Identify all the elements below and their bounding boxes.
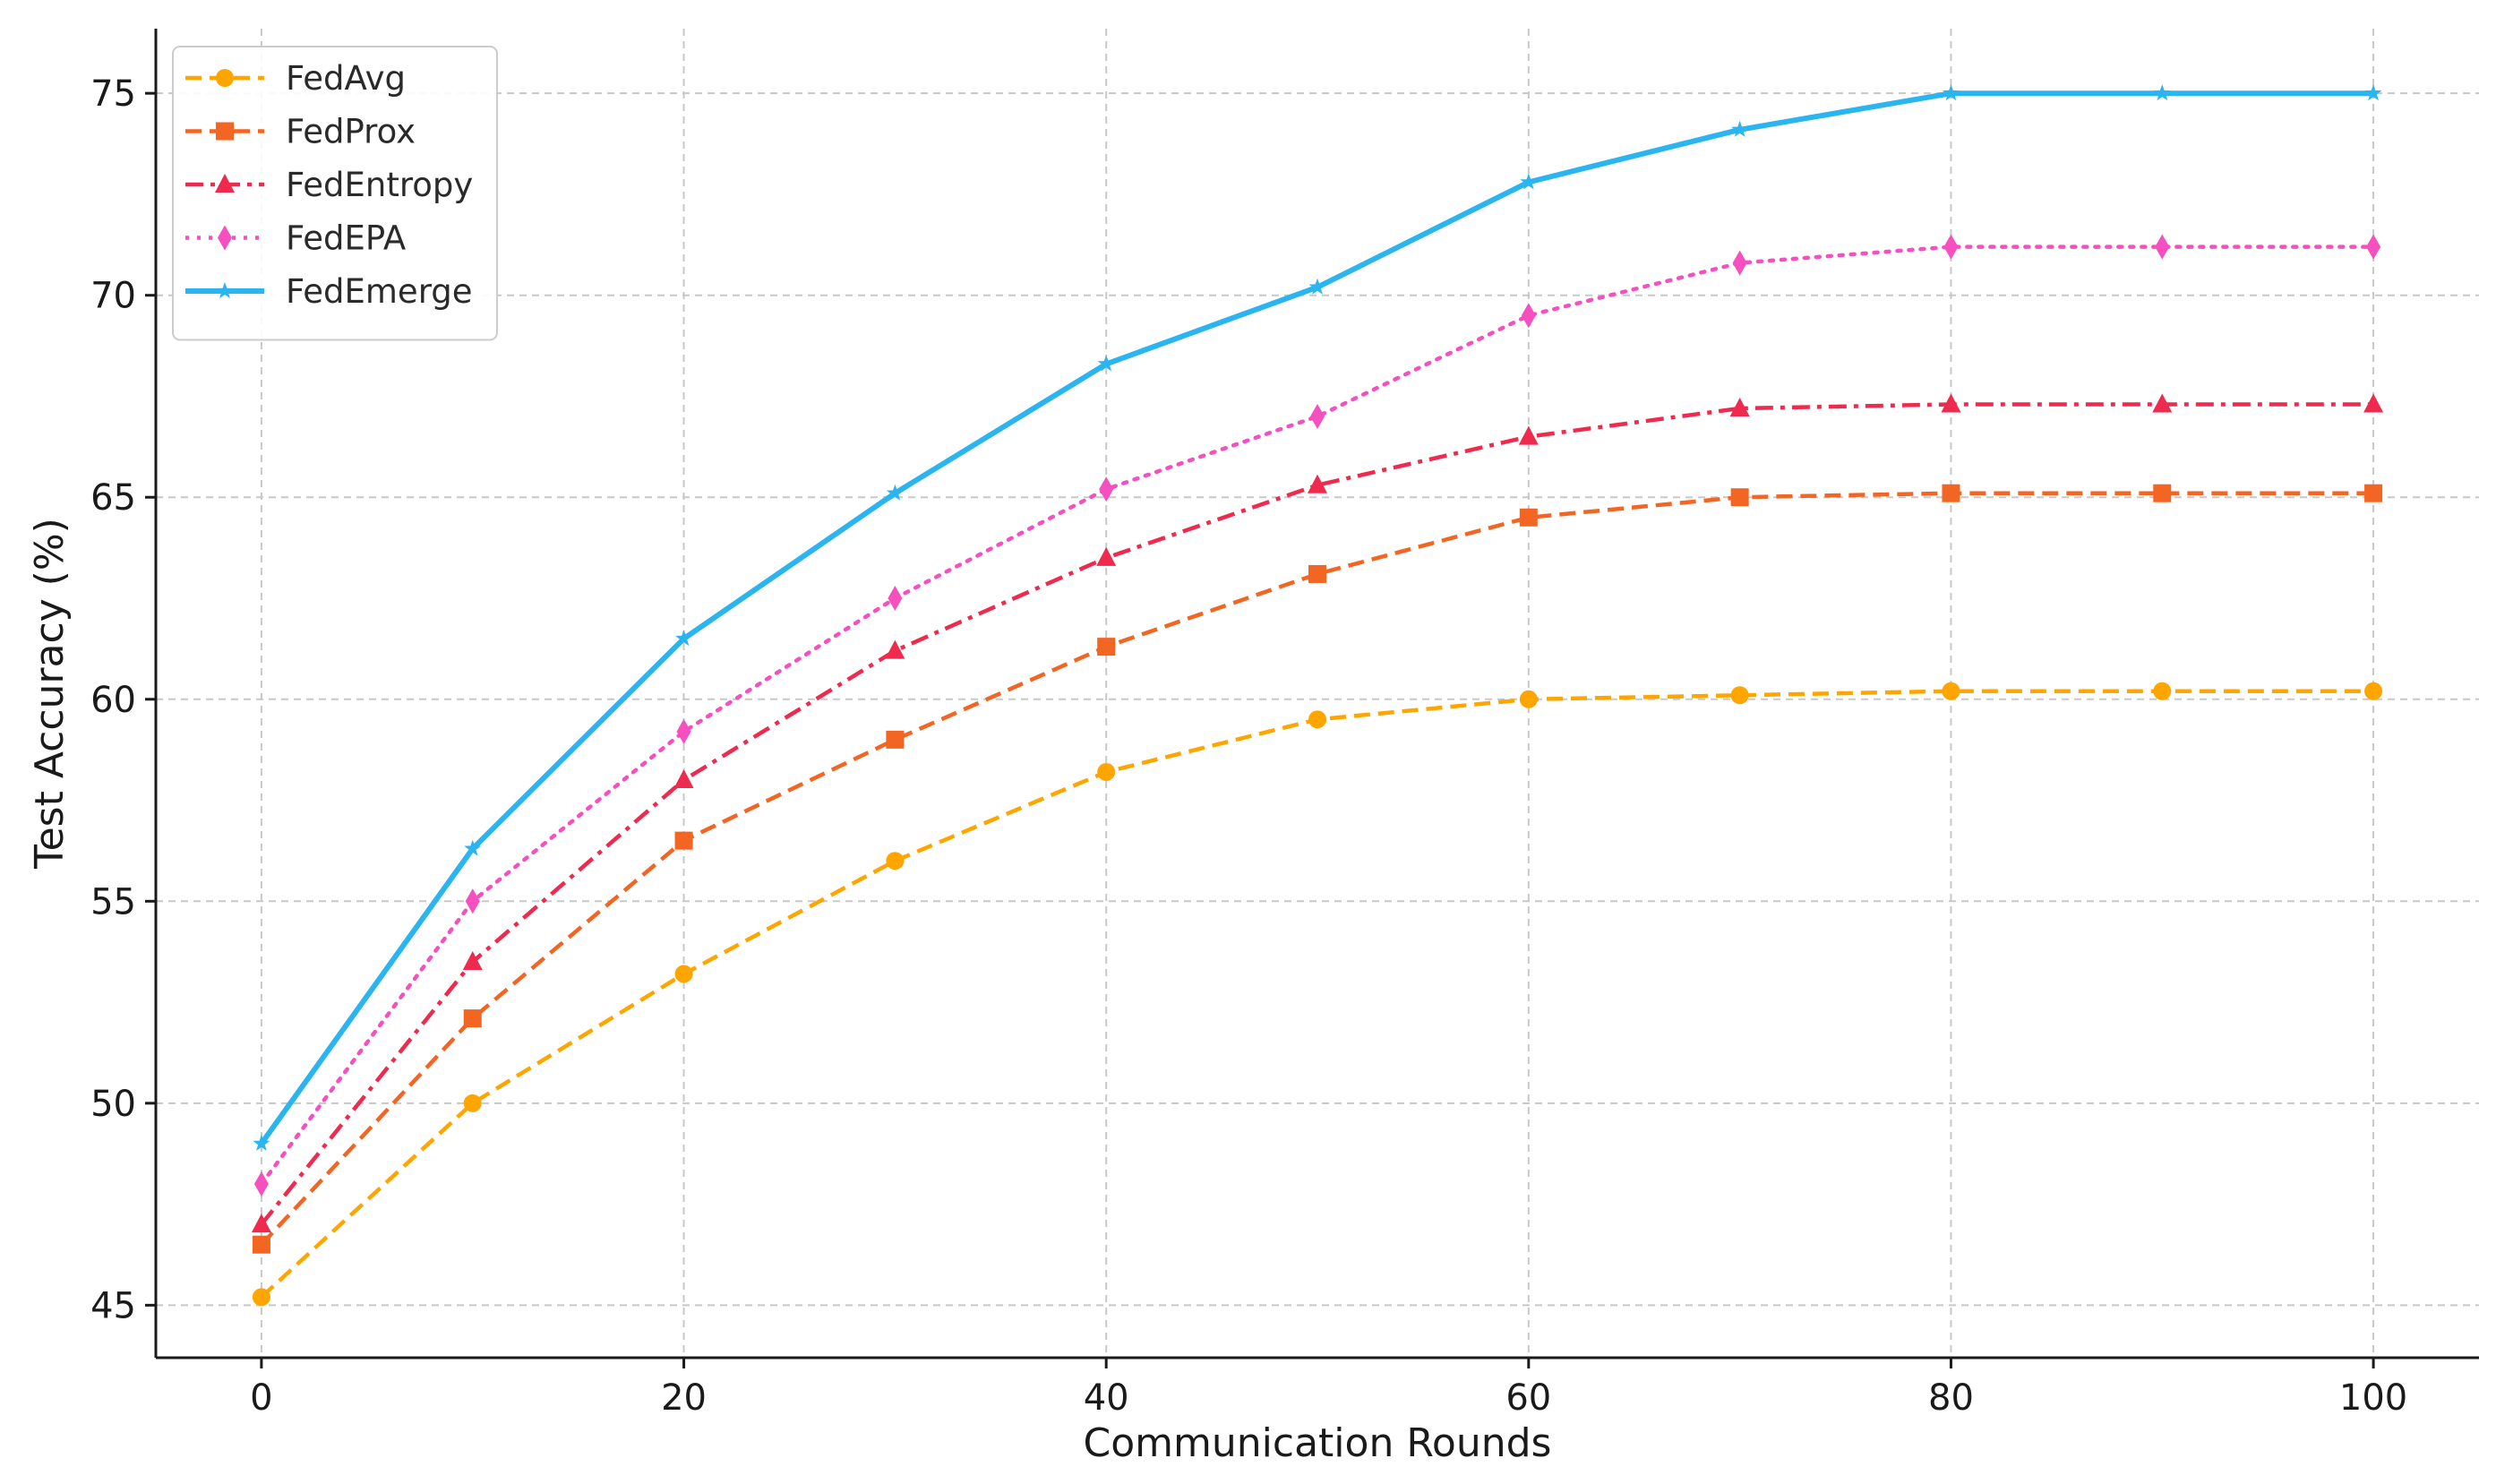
legend-marker-fedemerge	[216, 282, 234, 299]
data-point-fedprox	[2153, 484, 2172, 502]
data-point-fedemerge	[2364, 84, 2382, 101]
data-point-fedprox	[1519, 508, 1538, 527]
data-point-fedepa	[676, 718, 691, 744]
x-tick-label: 60	[1505, 1377, 1551, 1419]
data-point-fedavg	[674, 965, 693, 983]
data-point-fedemerge	[1731, 120, 1749, 137]
series-line-fedavg	[260, 689, 2374, 1299]
legend-label-fedepa: FedEPA	[286, 219, 406, 258]
y-tick-label: 70	[90, 276, 136, 317]
series-fedepa	[253, 234, 2381, 1197]
y-tick-label: 55	[90, 881, 136, 922]
y-axis-label: Test Accuracy (%)	[27, 518, 73, 870]
y-tick-label: 65	[90, 477, 136, 519]
data-point-fedepa	[2366, 234, 2381, 260]
legend-label-fedemerge: FedEmerge	[286, 272, 473, 311]
axes	[154, 29, 2479, 1360]
series-group	[251, 84, 2384, 1307]
series-line-fedentropy	[260, 402, 2374, 1226]
x-tick-label: 20	[661, 1377, 707, 1419]
data-point-fedemerge	[886, 484, 904, 501]
data-point-fedepa	[888, 586, 903, 611]
y-tick-label: 60	[90, 680, 136, 721]
series-fedemerge	[253, 84, 2382, 1151]
data-point-fedprox	[252, 1235, 270, 1254]
data-point-fedavg	[1942, 682, 1960, 700]
data-point-fedavg	[1308, 710, 1326, 729]
data-point-fedprox	[674, 831, 693, 850]
data-point-fedprox	[463, 1009, 482, 1028]
legend-marker-fedepa	[218, 225, 232, 251]
data-point-fedavg	[1097, 762, 1116, 781]
data-point-fedavg	[2364, 682, 2383, 700]
data-point-fedepa	[465, 888, 480, 914]
data-point-fedavg	[463, 1094, 482, 1112]
data-point-fedprox	[1097, 638, 1116, 656]
data-point-fedentropy	[251, 1214, 271, 1233]
legend-label-fedentropy: FedEntropy	[286, 166, 473, 204]
data-point-fedavg	[252, 1288, 270, 1307]
data-point-fedprox	[1730, 488, 1749, 507]
legend-marker-fedentropy	[215, 174, 235, 193]
data-point-fedentropy	[2363, 393, 2384, 413]
series-line-fedemerge	[259, 90, 2374, 1145]
x-tick-label: 0	[250, 1377, 272, 1419]
legend: FedAvg FedProx FedEntropy FedEPA FedEmerge	[172, 46, 498, 341]
data-point-fedemerge	[1308, 278, 1326, 295]
data-point-fedepa	[1943, 234, 1959, 260]
tick-labels: 0 20 40 60 80 100 45 50 55 60 65 70 75	[90, 73, 2407, 1419]
data-point-fedentropy	[1308, 474, 1327, 493]
data-point-fedentropy	[2152, 393, 2173, 413]
data-point-fedepa	[1732, 250, 1747, 276]
data-point-fedavg	[1519, 690, 1538, 708]
legend-label-fedavg: FedAvg	[286, 59, 406, 98]
data-point-fedavg	[886, 852, 905, 871]
data-point-fedepa	[253, 1171, 269, 1197]
data-point-fedentropy	[1518, 425, 1539, 445]
x-tick-label: 80	[1928, 1377, 1974, 1419]
legend-marker-fedavg	[216, 69, 234, 87]
data-point-fedepa	[1310, 404, 1325, 430]
legend-marker-fedprox	[216, 122, 234, 141]
data-point-fedemerge	[675, 630, 693, 647]
data-point-fedentropy	[462, 950, 483, 970]
data-point-fedemerge	[464, 839, 482, 856]
data-point-fedavg	[2153, 682, 2172, 700]
data-point-fedemerge	[1942, 84, 1960, 101]
data-point-fedepa	[1521, 303, 1536, 329]
data-point-fedentropy	[1941, 393, 1961, 413]
data-point-fedemerge	[2153, 84, 2171, 101]
y-tick-label: 75	[90, 73, 136, 115]
x-axis-label: Communication Rounds	[1084, 1420, 1552, 1466]
x-tick-label: 40	[1084, 1377, 1129, 1419]
data-point-fedentropy	[1096, 546, 1117, 566]
data-point-fedepa	[1099, 476, 1114, 502]
data-point-fedavg	[1730, 686, 1749, 705]
data-point-fedentropy	[673, 768, 694, 788]
series-line-fedprox	[260, 491, 2374, 1247]
data-point-fedprox	[886, 730, 905, 749]
data-point-fedepa	[2155, 234, 2170, 260]
data-point-fedprox	[1942, 484, 1960, 502]
series-fedentropy	[251, 393, 2384, 1233]
legend-box	[172, 46, 498, 341]
data-point-fedentropy	[1729, 398, 1750, 416]
data-point-fedemerge	[1520, 173, 1538, 190]
data-point-fedemerge	[1097, 355, 1115, 372]
y-tick-label: 45	[90, 1285, 136, 1326]
x-tick-label: 100	[2339, 1377, 2407, 1419]
series-fedavg	[252, 682, 2383, 1307]
y-tick-label: 50	[90, 1084, 136, 1125]
data-point-fedprox	[2364, 484, 2383, 502]
data-point-fedemerge	[253, 1134, 270, 1151]
legend-label-fedprox: FedProx	[286, 113, 416, 151]
data-point-fedprox	[1308, 564, 1326, 583]
data-point-fedentropy	[885, 639, 905, 659]
series-fedprox	[252, 484, 2383, 1254]
grid	[156, 29, 2479, 1358]
